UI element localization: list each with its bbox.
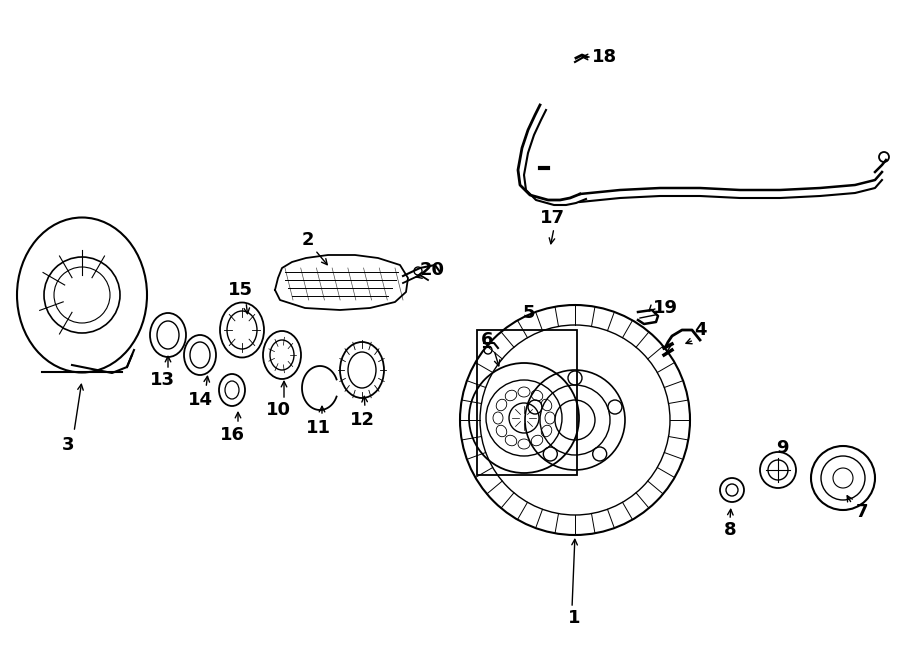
Text: 13: 13: [149, 371, 175, 389]
Text: 12: 12: [349, 411, 374, 429]
Text: 20: 20: [419, 261, 445, 279]
Text: 17: 17: [539, 209, 564, 227]
Text: 2: 2: [302, 231, 314, 249]
Text: 14: 14: [187, 391, 212, 409]
Text: 16: 16: [220, 426, 245, 444]
Text: 7: 7: [856, 503, 868, 521]
Text: 8: 8: [724, 521, 736, 539]
Text: 4: 4: [694, 321, 706, 339]
Text: 5: 5: [523, 304, 536, 322]
Text: 18: 18: [591, 48, 617, 66]
Text: 11: 11: [305, 419, 330, 437]
Text: 6: 6: [481, 331, 493, 349]
Text: 15: 15: [228, 281, 253, 299]
Bar: [477, 330, 577, 475]
Text: 10: 10: [266, 401, 291, 419]
Text: 1: 1: [568, 609, 580, 627]
Text: 19: 19: [652, 299, 678, 317]
Text: 9: 9: [776, 439, 788, 457]
Text: 3: 3: [62, 436, 74, 454]
